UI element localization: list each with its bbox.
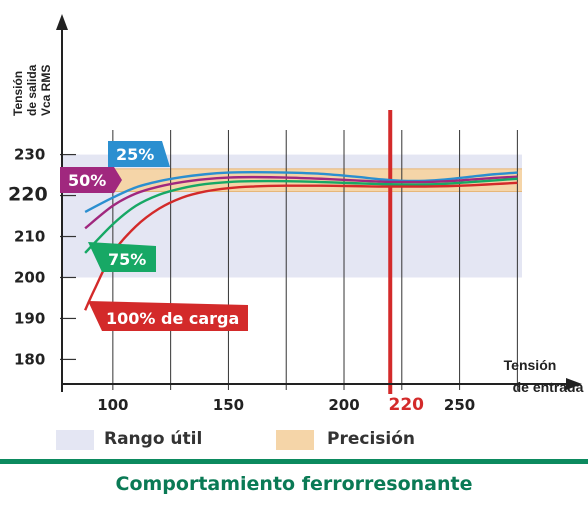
series-tag-label-0: 25% [116,145,154,164]
series-tag-2 [88,242,156,272]
series-tag-label-2: 75% [108,250,146,269]
x-tick-label-highlight: 220 [388,395,424,415]
series-tag-3 [88,301,248,331]
y-tick-label-190: 190 [14,309,45,327]
x-tick-label-100: 100 [97,396,128,414]
chart-caption: Comportamiento ferrorresonante [115,473,473,495]
series-tag-0 [108,141,170,167]
x-tick-label-150: 150 [213,396,244,414]
series-line-0 [84,170,518,214]
y-axis-label-line-1: de salida [25,64,39,116]
ferroresonant-chart: 180 190 200 210 220 230 100 150 200 250 220 Tensión… [8,14,584,415]
footer-divider [0,459,588,464]
labels-layer: 180 190 200 210 220 230 100 150 200 250 220 Tensión… [8,64,584,415]
series-line-2 [84,177,518,254]
series-line-3 [84,181,518,311]
legend-swatch-rango [56,430,94,450]
y-tick-label-230: 230 [14,146,45,164]
legend-swatch-precision [276,430,314,450]
y-tick-label-220: 220 [8,184,48,206]
y-axis-label-line-2: Vca RMS [39,65,53,116]
series-tag-label-1: 50% [68,171,106,190]
x-tick-label-200: 200 [328,396,359,414]
axes-layer [56,14,582,392]
y-tick-label-210: 210 [14,228,45,246]
legend-label-precision: Precisión [327,429,416,449]
series-line-1 [84,175,518,230]
y-axis-arrow [56,14,68,30]
y-tick-label-180: 180 [14,350,45,368]
x-tick-label-250: 250 [444,396,475,414]
x-axis-label-line-0: Tensión [504,357,557,373]
y-tick-label-200: 200 [14,268,45,286]
legend: Rango útil Precisión [0,425,588,455]
legend-label-rango: Rango útil [104,429,203,449]
series-tag-1 [60,167,122,193]
series-tag-label-3: 100% de carga [106,309,239,328]
series-layer [84,170,518,311]
x-axis-label-line-1: de entrada [513,379,584,395]
x-axis-arrow [566,378,582,390]
y-axis-label-line-0: Tensión [11,71,25,116]
